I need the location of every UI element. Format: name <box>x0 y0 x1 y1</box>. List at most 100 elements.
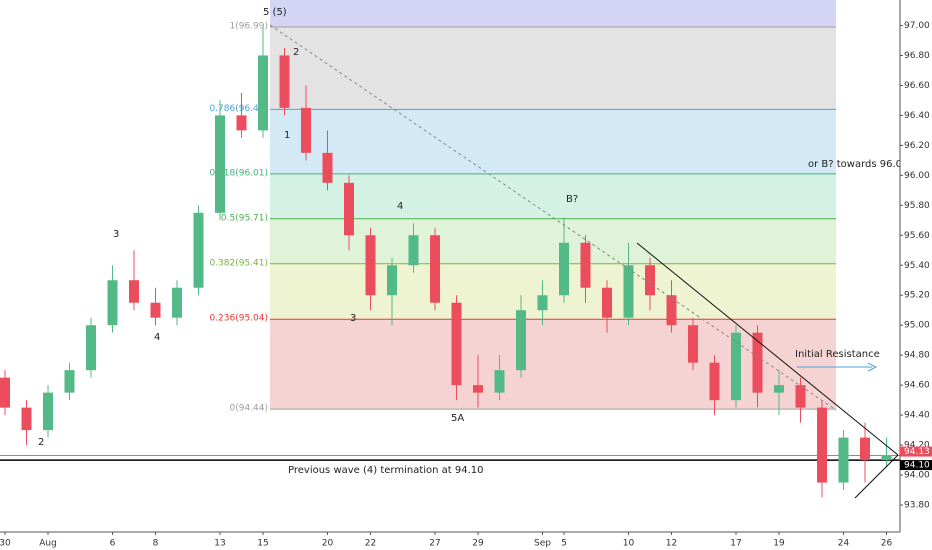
candle-body <box>387 265 397 296</box>
price-tag <box>900 460 932 471</box>
x-tick-label: 17 <box>730 539 741 549</box>
candle-body <box>279 55 290 108</box>
price-tag <box>900 446 932 457</box>
candle-body <box>666 295 677 326</box>
dashed-trendline <box>269 24 837 411</box>
y-tick-label: 96.60 <box>904 81 930 91</box>
candle-body <box>129 280 139 303</box>
candle-layer <box>0 26 892 498</box>
fib-band <box>270 0 836 27</box>
annotation: 3 <box>350 313 356 324</box>
annotation: 1 <box>284 130 290 141</box>
y-tick-label: 95.40 <box>904 261 930 271</box>
x-tick-label: 22 <box>365 539 376 549</box>
fib-band <box>270 173 836 219</box>
y-tick-label: 97.00 <box>904 21 930 31</box>
candle-body <box>881 455 892 461</box>
candle-body <box>107 280 118 326</box>
candle-body <box>21 407 32 431</box>
y-tick-label: 96.40 <box>904 111 930 121</box>
x-tick-label: 24 <box>838 539 850 549</box>
candle-body <box>494 370 505 393</box>
y-tick-label: 95.00 <box>904 321 930 331</box>
candle-body <box>0 377 10 408</box>
candle-body <box>430 235 440 303</box>
annotation: B? <box>566 194 578 205</box>
y-tick-label: 94.80 <box>904 351 930 361</box>
candle-body <box>150 302 161 318</box>
y-tick-label: 95.20 <box>904 291 930 301</box>
x-tick-label: 20 <box>322 539 334 549</box>
fib-band <box>270 319 836 410</box>
fib-label: 0.618(96.01) <box>209 168 268 178</box>
candle-body <box>64 370 75 393</box>
annotation: Previous wave (4) termination at 94.10 <box>288 465 484 476</box>
x-tick-label: 30 <box>0 539 11 549</box>
fib-label: 0.786(96.44) <box>209 104 268 114</box>
candle-body <box>322 152 333 183</box>
fib-label: 0.382(95.41) <box>209 258 268 268</box>
price-tag-label: 94.13 <box>904 447 930 457</box>
y-tick-label: 94.20 <box>904 441 930 451</box>
fib-band <box>270 263 836 320</box>
candle-body <box>451 302 462 386</box>
candle-body <box>473 385 483 393</box>
y-tick-label: 96.80 <box>904 51 930 61</box>
candle-body <box>172 287 182 318</box>
candle-body <box>43 392 53 431</box>
annotation: 4 <box>397 201 403 212</box>
x-tick-label: 13 <box>214 539 225 549</box>
candle-body <box>537 295 548 311</box>
candle-body <box>623 265 634 318</box>
x-tick-label: Sep <box>534 539 551 549</box>
x-tick-label: 26 <box>881 539 893 549</box>
candle-body <box>752 332 763 393</box>
x-tick-label: 27 <box>429 539 440 549</box>
fib-label: 1(96.99) <box>229 21 268 31</box>
candle-body <box>193 212 204 288</box>
annotation: 5A <box>451 413 464 424</box>
x-tick-label: 15 <box>257 539 268 549</box>
candle-body <box>215 115 225 213</box>
fib-band <box>270 218 836 264</box>
price-tag-label: 94.10 <box>904 461 930 471</box>
candle-body <box>365 235 376 296</box>
trendline <box>854 454 899 499</box>
y-tick-label: 96.20 <box>904 141 930 151</box>
trendline <box>636 242 899 456</box>
candle-body <box>838 437 849 483</box>
fib-layer: 1(96.99) 0.786(96.44) 0.618(96.01) 0.5(95.7… <box>209 0 836 414</box>
x-tick-label: 10 <box>623 539 635 549</box>
x-tick-label: 19 <box>773 539 785 549</box>
candle-body <box>559 242 569 296</box>
candle-body <box>516 310 526 371</box>
candle-body <box>86 325 96 371</box>
fib-label: 0.5(95.71) <box>221 213 268 223</box>
x-axis-bg <box>0 532 932 550</box>
annotation: 4 <box>154 332 160 343</box>
candle-body <box>602 287 612 318</box>
candle-body <box>688 325 698 363</box>
annotation: 3 <box>113 229 119 240</box>
y-tick-label: 94.60 <box>904 381 930 391</box>
y-tick-label: 95.60 <box>904 231 930 241</box>
candle-body <box>709 362 720 401</box>
fib-band <box>270 109 836 174</box>
y-tick-label: 94.00 <box>904 471 930 481</box>
fib-label: 0.236(95.04) <box>209 314 268 324</box>
candle-body <box>731 332 741 401</box>
fib-band <box>270 26 836 110</box>
candle-body <box>344 182 354 236</box>
fib-label: 0(94.44) <box>229 404 268 414</box>
y-tick-label: 95.80 <box>904 201 930 211</box>
candle-body <box>236 115 247 131</box>
annotations: 5 (5) 2 1 3 4 2 3 4 5A B? or B? towards … <box>38 7 908 476</box>
x-tick-label: 6 <box>110 539 116 549</box>
x-tick-label: 12 <box>666 539 677 549</box>
candle-body <box>795 385 806 408</box>
annotation: Initial Resistance <box>795 349 880 360</box>
annotation: or B? towards 96.00 <box>808 159 908 170</box>
y-tick-label: 96.00 <box>904 171 930 181</box>
annotation: 2 <box>38 437 44 448</box>
